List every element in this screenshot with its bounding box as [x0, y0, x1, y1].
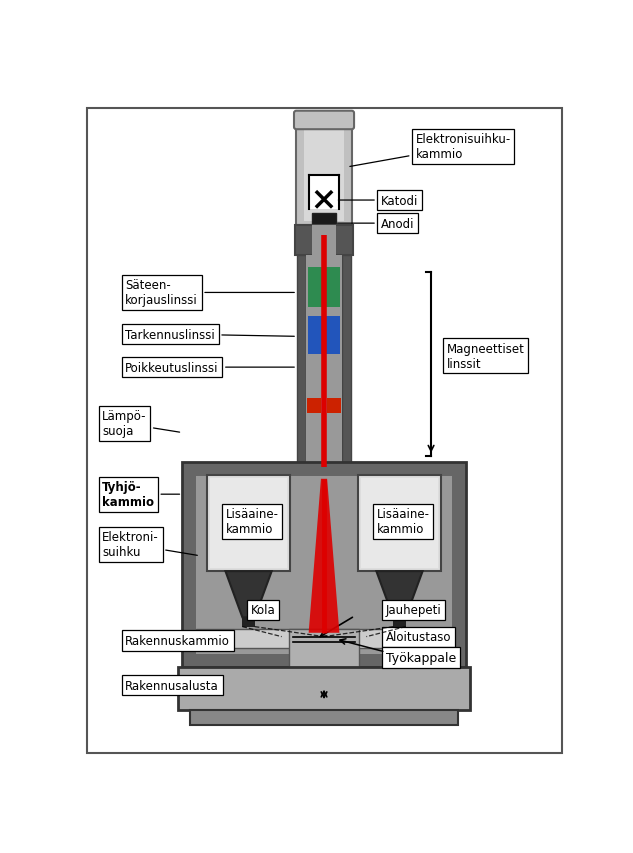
Text: Anodi: Anodi — [337, 218, 415, 230]
Bar — [242, 618, 254, 627]
Bar — [179, 668, 470, 710]
Text: Tarkennuslinssi: Tarkennuslinssi — [125, 328, 294, 341]
Bar — [342, 256, 351, 464]
Polygon shape — [377, 572, 423, 618]
Polygon shape — [309, 479, 339, 633]
Text: Lisäaine-
kammio: Lisäaine- kammio — [377, 508, 429, 536]
Bar — [308, 268, 340, 308]
Bar — [313, 225, 335, 256]
Bar — [310, 176, 339, 210]
Text: Työkappale: Työkappale — [385, 651, 456, 664]
Bar — [304, 118, 344, 222]
Bar — [313, 214, 335, 235]
Text: Lisäaine-
kammio: Lisäaine- kammio — [225, 508, 279, 536]
Bar — [306, 256, 342, 464]
Bar — [182, 462, 466, 668]
Text: Rakennusalusta: Rakennusalusta — [125, 679, 219, 692]
Text: Poikkeutuslinssi: Poikkeutuslinssi — [125, 361, 294, 374]
FancyBboxPatch shape — [294, 112, 354, 130]
Bar — [361, 479, 438, 568]
FancyBboxPatch shape — [358, 475, 441, 572]
Text: Aloitustaso: Aloitustaso — [385, 630, 451, 643]
Bar — [190, 710, 458, 725]
Bar — [210, 479, 287, 568]
Bar — [196, 630, 452, 648]
Bar — [307, 398, 321, 414]
Bar — [327, 398, 341, 414]
Text: Magneettiset
linssit: Magneettiset linssit — [446, 342, 524, 370]
Text: Säteen-
korjauslinssi: Säteen- korjauslinssi — [125, 279, 294, 307]
Text: Rakennuskammio: Rakennuskammio — [125, 635, 230, 647]
Bar — [289, 630, 359, 668]
Bar — [196, 476, 452, 653]
Bar — [295, 225, 353, 256]
Bar — [289, 464, 360, 479]
Text: Kola: Kola — [251, 603, 275, 617]
Text: Lämpö-
suoja: Lämpö- suoja — [103, 409, 180, 438]
Text: Jauhepeti: Jauhepeti — [385, 603, 441, 617]
Bar — [297, 256, 306, 464]
Text: Elektronisuihku-
kammio: Elektronisuihku- kammio — [350, 133, 511, 167]
Text: Tyhjö-
kammio: Tyhjö- kammio — [103, 480, 180, 508]
Text: Elektroni-
suihku: Elektroni- suihku — [103, 531, 197, 559]
FancyBboxPatch shape — [207, 475, 290, 572]
Polygon shape — [225, 572, 272, 618]
Bar — [308, 316, 340, 355]
Text: Katodi: Katodi — [339, 194, 418, 207]
Bar — [393, 618, 406, 627]
Bar — [296, 114, 352, 225]
